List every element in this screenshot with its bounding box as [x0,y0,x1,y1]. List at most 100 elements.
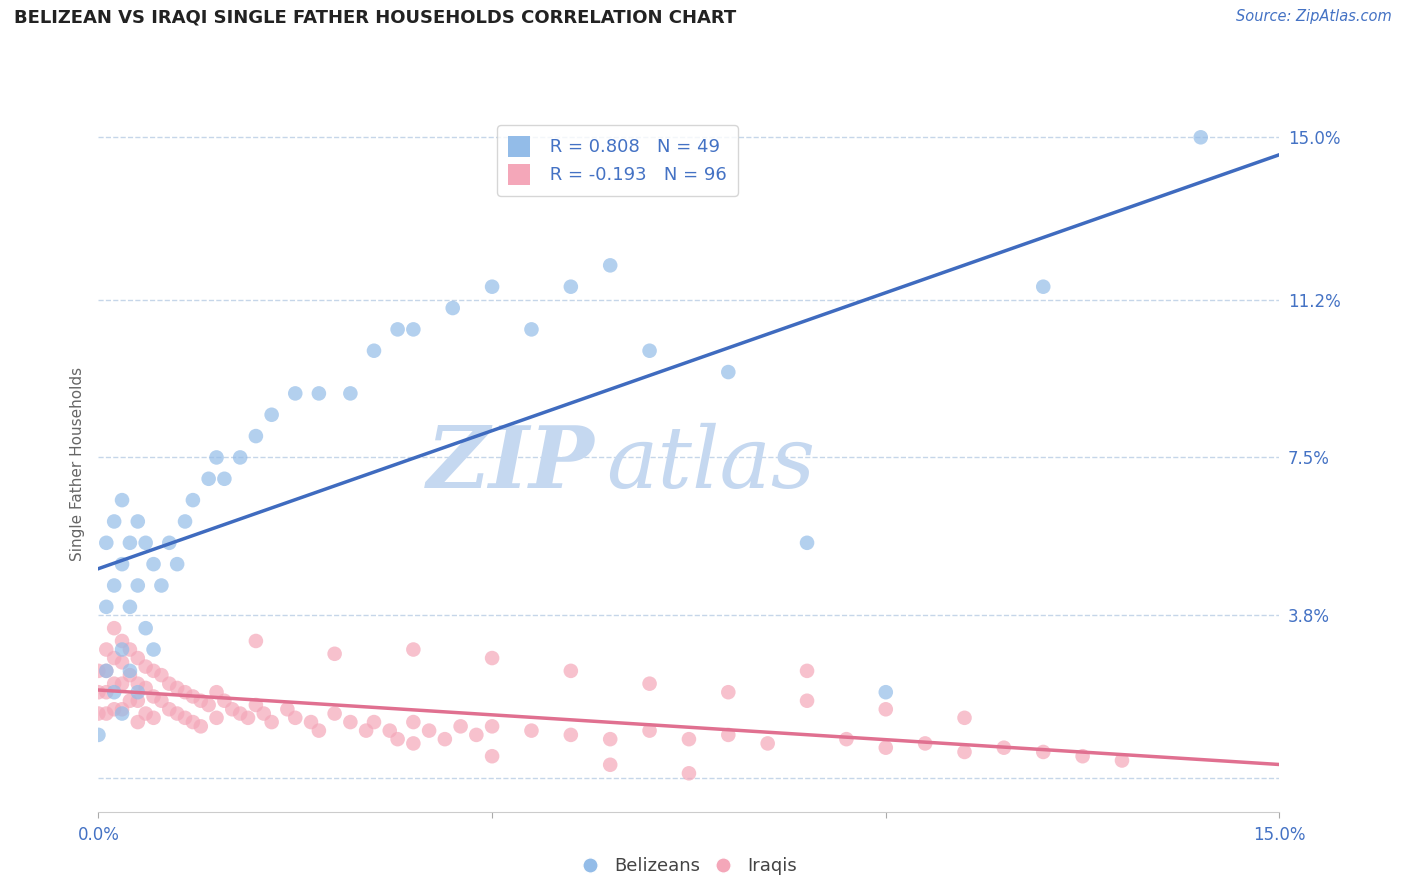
Text: atlas: atlas [606,423,815,505]
Point [245,429,267,443]
Point [127,685,149,699]
Point [118,599,141,614]
Point [796,694,818,708]
Point [111,642,134,657]
Point [599,757,621,772]
Point [103,578,125,592]
Point [1032,279,1054,293]
Point [236,711,259,725]
Point [308,723,330,738]
Point [481,719,503,733]
Point [214,694,236,708]
Point [354,723,377,738]
Point [150,668,173,682]
Point [599,258,621,272]
Point [229,450,252,465]
Legend: Belizeans, Iraqis: Belizeans, Iraqis [574,850,804,883]
Point [103,621,125,635]
Point [339,386,361,401]
Point [205,685,228,699]
Point [323,706,346,721]
Point [150,694,173,708]
Point [150,578,173,592]
Point [221,702,243,716]
Point [87,685,110,699]
Point [142,642,165,657]
Point [1071,749,1094,764]
Point [756,736,779,750]
Point [560,728,582,742]
Point [638,723,661,738]
Point [142,557,165,571]
Point [481,279,503,293]
Y-axis label: Single Father Households: Single Father Households [69,367,84,561]
Point [953,711,976,725]
Point [717,685,740,699]
Point [284,711,307,725]
Point [118,642,141,657]
Point [96,706,118,721]
Point [299,715,322,730]
Point [835,732,858,747]
Point [96,642,118,657]
Point [363,343,385,358]
Point [953,745,976,759]
Point [127,715,149,730]
Point [914,736,936,750]
Point [363,715,385,730]
Point [1189,130,1212,145]
Point [174,515,197,529]
Point [520,723,543,738]
Point [87,728,110,742]
Point [103,702,125,716]
Point [387,322,409,336]
Point [441,301,464,315]
Point [284,386,307,401]
Point [796,664,818,678]
Point [260,408,283,422]
Point [96,664,118,678]
Point [135,706,157,721]
Point [103,651,125,665]
Point [96,685,118,699]
Point [111,634,134,648]
Point [197,472,219,486]
Point [96,536,118,550]
Point [520,322,543,336]
Text: Source: ZipAtlas.com: Source: ZipAtlas.com [1236,9,1392,24]
Point [481,651,503,665]
Point [1111,754,1133,768]
Point [174,711,197,725]
Point [174,685,197,699]
Point [450,719,472,733]
Point [111,706,134,721]
Point [96,599,118,614]
Point [127,676,149,690]
Point [135,659,157,673]
Point [796,536,818,550]
Point [103,676,125,690]
Point [190,694,212,708]
Point [481,749,503,764]
Point [717,365,740,379]
Point [993,740,1015,755]
Point [339,715,361,730]
Point [87,706,110,721]
Point [197,698,219,712]
Text: BELIZEAN VS IRAQI SINGLE FATHER HOUSEHOLDS CORRELATION CHART: BELIZEAN VS IRAQI SINGLE FATHER HOUSEHOL… [14,9,737,27]
Point [96,664,118,678]
Point [214,472,236,486]
Point [875,702,897,716]
Point [260,715,283,730]
Point [118,668,141,682]
Point [717,728,740,742]
Point [205,450,228,465]
Point [135,536,157,550]
Point [678,766,700,780]
Point [875,685,897,699]
Point [190,719,212,733]
Point [127,578,149,592]
Point [387,732,409,747]
Point [111,557,134,571]
Point [87,664,110,678]
